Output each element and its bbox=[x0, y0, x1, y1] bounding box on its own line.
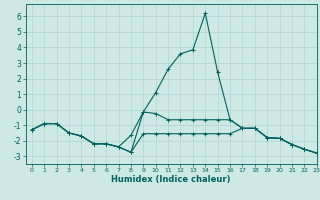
X-axis label: Humidex (Indice chaleur): Humidex (Indice chaleur) bbox=[111, 175, 231, 184]
